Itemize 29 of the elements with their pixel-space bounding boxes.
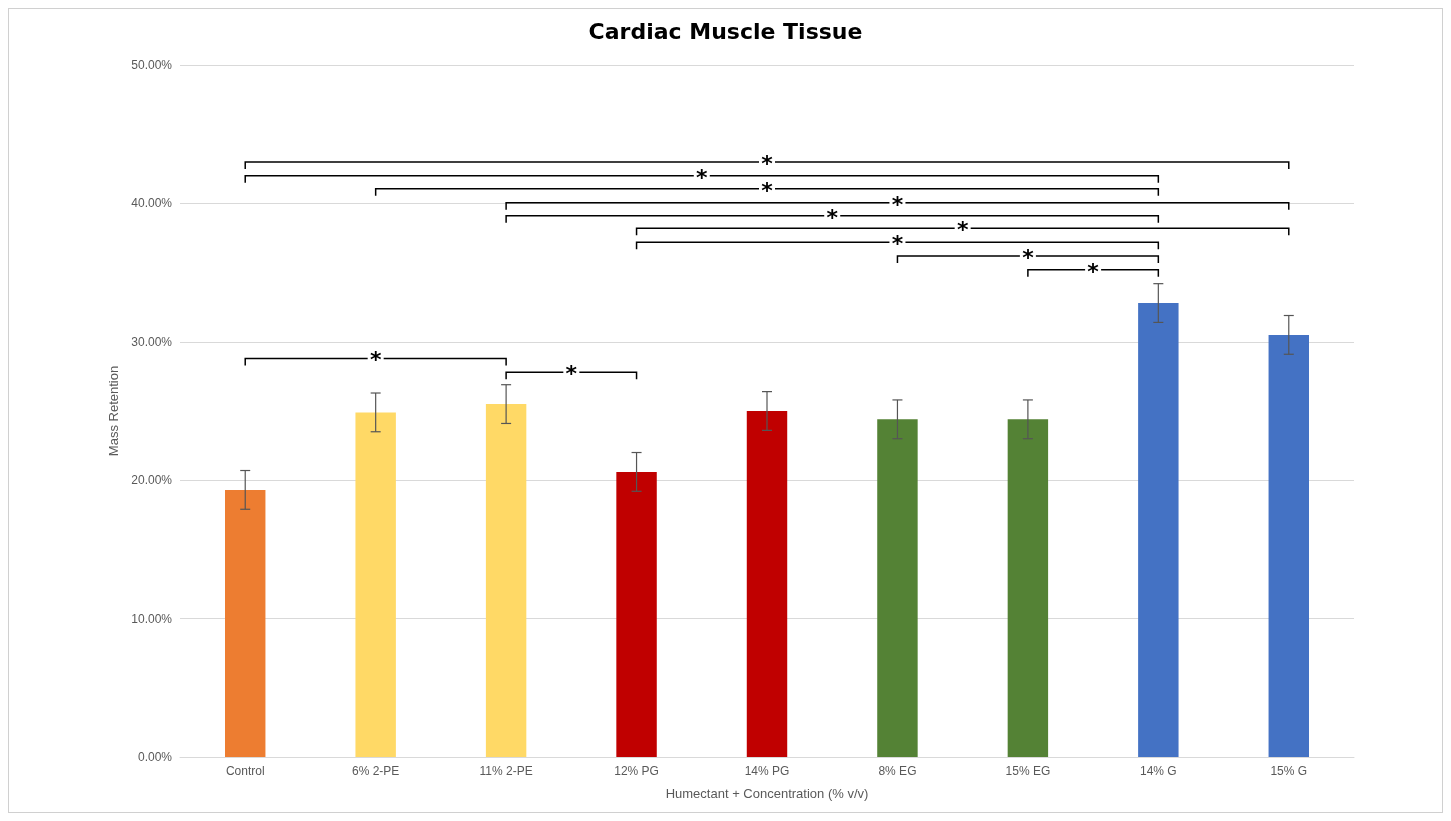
annotation: * (1022, 244, 1035, 270)
annotation: * (891, 191, 904, 217)
y-tick-label: 10.00% (131, 611, 173, 626)
y-tick-label: 50.00% (131, 58, 173, 72)
x-tick-label: 12% PG (614, 764, 659, 778)
annotation: * (761, 177, 774, 203)
annotation: * (369, 347, 382, 373)
x-tick-label: 14% PG (744, 764, 790, 778)
x-tick-label: 15% EG (1005, 764, 1051, 778)
y-axis-title: Mass Retention (106, 365, 121, 457)
annotation: * (826, 204, 839, 230)
x-tick-label: 14% G (1139, 764, 1177, 778)
x-axis-title: Humectant + Concentration (% v/v) (665, 786, 869, 801)
annotation: * (891, 231, 904, 257)
annotation: * (956, 217, 969, 243)
annotation: * (565, 361, 578, 387)
y-tick-label: 30.00% (131, 334, 173, 349)
x-tick-label: 11% 2-PE (479, 764, 533, 778)
x-tick-label: 15% G (1270, 764, 1308, 778)
x-tick-label: 8% EG (878, 764, 917, 778)
x-tick-label: Control (225, 764, 265, 778)
y-tick-label: 20.00% (131, 473, 173, 488)
annotation: * (761, 150, 774, 176)
annotation: * (1087, 258, 1100, 284)
chart-title: Cardiac Muscle Tissue (588, 18, 863, 44)
y-tick-label: 40.00% (131, 196, 173, 211)
annotation: * (696, 164, 709, 190)
x-tick-label: 6% 2-PE (351, 764, 400, 778)
y-tick-label: 0.00% (137, 750, 173, 764)
